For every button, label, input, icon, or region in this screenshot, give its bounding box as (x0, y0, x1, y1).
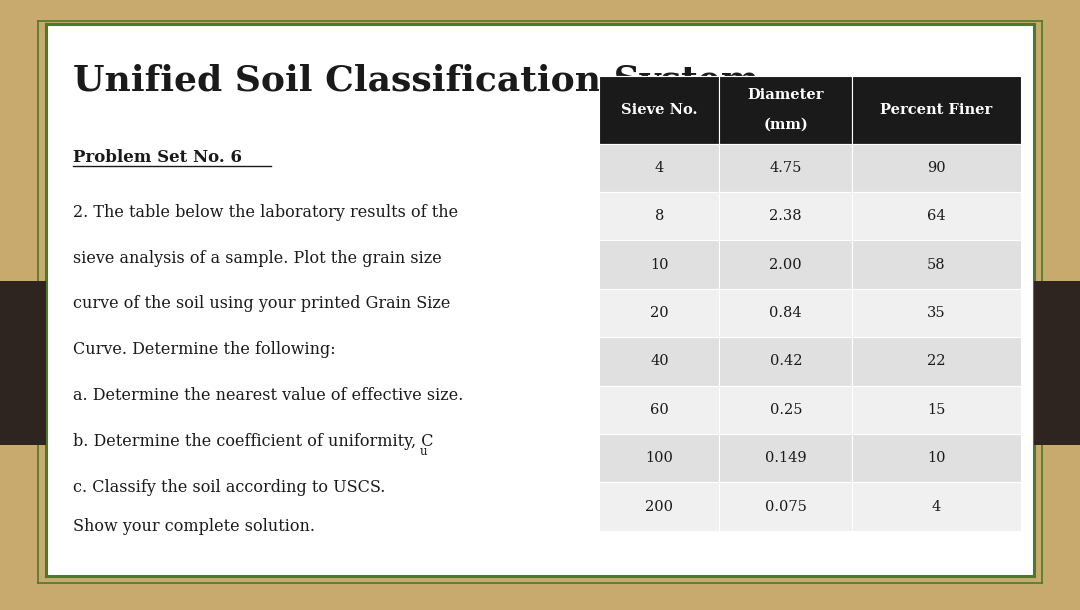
Bar (852, 240, 1021, 289)
Bar (852, 386, 1021, 434)
Text: Sieve No.: Sieve No. (621, 103, 698, 117)
Bar (719, 434, 852, 483)
Text: 35: 35 (927, 306, 946, 320)
Bar (852, 434, 1021, 483)
Text: 2. The table below the laboratory results of the: 2. The table below the laboratory result… (73, 204, 459, 221)
Text: Percent Finer: Percent Finer (880, 103, 993, 117)
Bar (852, 76, 1021, 143)
Bar (719, 386, 852, 434)
Bar (719, 337, 852, 386)
Text: 40: 40 (650, 354, 669, 368)
Bar (852, 192, 1021, 240)
Text: u: u (420, 445, 428, 458)
Bar (599, 434, 719, 483)
Text: 0.075: 0.075 (765, 500, 807, 514)
Text: a. Determine the nearest value of effective size.: a. Determine the nearest value of effect… (73, 387, 463, 404)
Bar (852, 483, 1021, 531)
Text: Diameter: Diameter (747, 88, 824, 102)
Text: 90: 90 (927, 160, 946, 174)
Text: 0.149: 0.149 (765, 451, 807, 465)
Bar (852, 337, 1021, 386)
Text: 58: 58 (927, 257, 946, 271)
Bar (599, 76, 719, 143)
Text: 60: 60 (650, 403, 669, 417)
Bar (852, 143, 1021, 192)
Text: 4: 4 (654, 160, 664, 174)
Bar (599, 192, 719, 240)
Text: 0.42: 0.42 (770, 354, 802, 368)
Text: 4: 4 (932, 500, 941, 514)
Bar (599, 143, 719, 192)
Text: Problem Set No. 6: Problem Set No. 6 (73, 149, 242, 165)
Text: sieve analysis of a sample. Plot the grain size: sieve analysis of a sample. Plot the gra… (73, 249, 442, 267)
Text: 2.00: 2.00 (769, 257, 802, 271)
Text: Show your complete solution.: Show your complete solution. (73, 518, 315, 536)
Text: c. Classify the soil according to USCS.: c. Classify the soil according to USCS. (73, 479, 386, 496)
Bar (719, 289, 852, 337)
Text: 0.25: 0.25 (770, 403, 802, 417)
Bar (719, 143, 852, 192)
Text: 20: 20 (650, 306, 669, 320)
Text: 64: 64 (927, 209, 946, 223)
Text: 15: 15 (927, 403, 946, 417)
Text: 2.38: 2.38 (769, 209, 802, 223)
Bar (599, 483, 719, 531)
Text: 8: 8 (654, 209, 664, 223)
Text: curve of the soil using your printed Grain Size: curve of the soil using your printed Gra… (73, 295, 450, 312)
Bar (599, 386, 719, 434)
Text: b. Determine the coefficient of uniformity, C: b. Determine the coefficient of uniformi… (73, 433, 434, 450)
Bar (599, 289, 719, 337)
Bar (599, 337, 719, 386)
Text: 100: 100 (646, 451, 673, 465)
Bar (719, 76, 852, 143)
Text: 10: 10 (927, 451, 946, 465)
Text: (mm): (mm) (764, 117, 808, 131)
Text: 10: 10 (650, 257, 669, 271)
Bar (719, 192, 852, 240)
Bar (599, 240, 719, 289)
Bar (719, 483, 852, 531)
Text: Unified Soil Classification System: Unified Soil Classification System (73, 63, 759, 98)
Bar (852, 289, 1021, 337)
Bar (719, 240, 852, 289)
Text: 4.75: 4.75 (770, 160, 802, 174)
Text: 200: 200 (646, 500, 674, 514)
Text: 0.84: 0.84 (769, 306, 802, 320)
Text: Curve. Determine the following:: Curve. Determine the following: (73, 341, 336, 358)
Text: 22: 22 (927, 354, 946, 368)
